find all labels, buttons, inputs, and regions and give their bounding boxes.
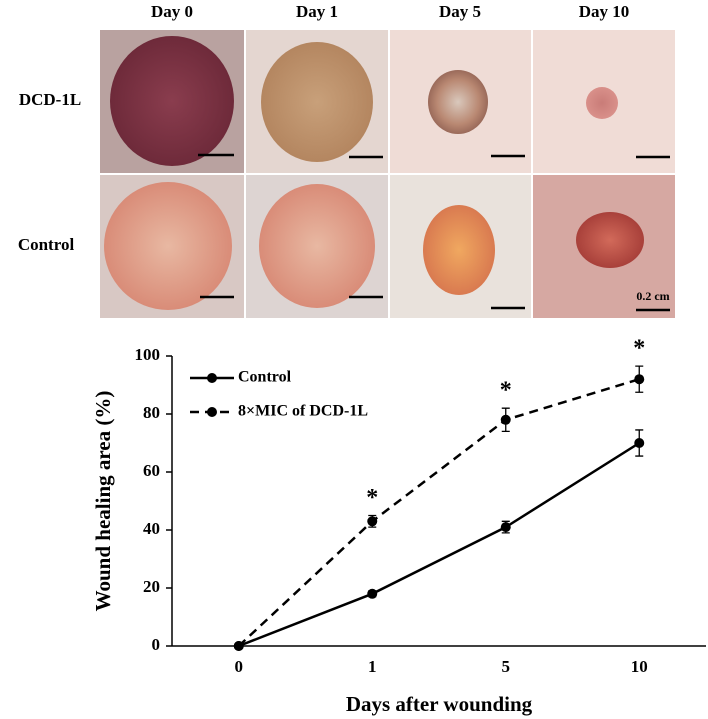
- data-point: [367, 588, 378, 599]
- data-point: [367, 516, 378, 527]
- legend-label: 8×MIC of DCD-1L: [238, 403, 368, 420]
- data-point: [500, 414, 511, 425]
- annotation: *: [500, 378, 512, 404]
- data-point: [634, 374, 645, 385]
- data-point: [500, 522, 511, 533]
- series-line: [237, 378, 640, 647]
- data-point: [233, 641, 244, 651]
- row-label: DCD-1L: [19, 90, 81, 109]
- y-axis-title: Wound healing area (%): [91, 391, 115, 612]
- y-tick-label: 40: [143, 519, 160, 538]
- chart: 0 20 40 60 80 100 0 1 5 10 Days after wounding Woun…: [91, 336, 706, 716]
- y-tick-label: 80: [143, 403, 160, 422]
- x-tick-label: 10: [631, 657, 648, 676]
- y-tick-label: 100: [135, 345, 161, 364]
- photo-grid: Day 0 Day 1 Day 5 Day 10 DCD-1L Control …: [18, 2, 675, 318]
- legend-marker: [207, 373, 217, 383]
- x-axis-title: Days after wounding: [346, 692, 533, 716]
- y-tick-label: 60: [143, 461, 160, 480]
- annotation: *: [366, 485, 378, 511]
- data-point: [634, 438, 645, 448]
- y-tick-label: 0: [152, 635, 161, 654]
- y-tick-label: 20: [143, 577, 160, 596]
- annotation: *: [633, 336, 645, 362]
- column-label: Day 5: [439, 2, 481, 21]
- column-label: Day 1: [296, 2, 338, 21]
- legend-marker: [207, 407, 217, 417]
- x-tick-label: 0: [235, 657, 244, 676]
- column-label: Day 0: [151, 2, 193, 21]
- legend-label: Control: [238, 369, 292, 386]
- series-line: [238, 441, 640, 648]
- scale-label: 0.2 cm: [636, 289, 669, 303]
- column-label: Day 10: [579, 2, 630, 21]
- x-tick-label: 1: [368, 657, 377, 676]
- row-label: Control: [18, 235, 75, 254]
- x-tick-label: 5: [502, 657, 511, 676]
